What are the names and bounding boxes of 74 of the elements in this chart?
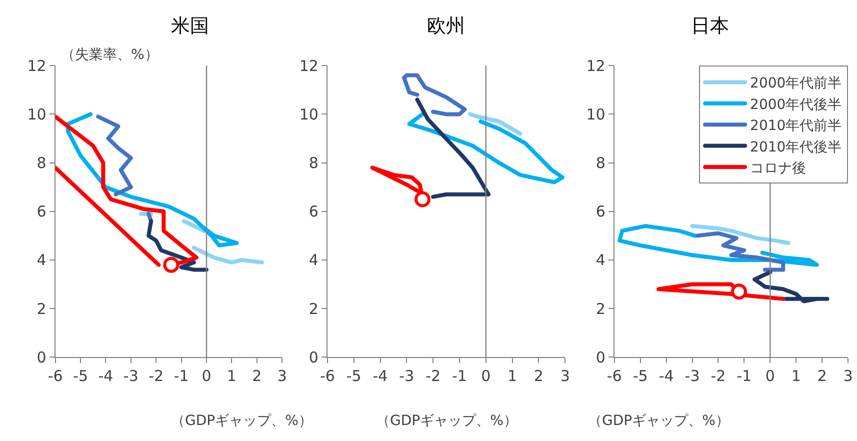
y-tick-label: 8: [596, 154, 606, 172]
x-tick-label: -5: [346, 367, 362, 386]
y-tick-label: 10: [299, 105, 318, 124]
x-tick-label: 2: [534, 367, 544, 386]
line-series: [146, 219, 209, 272]
x-tick-label: -2: [148, 367, 164, 386]
y-tick-label: 12: [586, 56, 606, 75]
x-tick-label: 0: [765, 367, 775, 386]
x-tick-label: -3: [399, 367, 414, 386]
x-tick-label: -5: [632, 367, 648, 386]
y-tick-label: 8: [36, 154, 46, 172]
x-tick-label: 1: [791, 367, 801, 386]
x-axis-title: （GDPギャップ、%）: [171, 413, 312, 429]
chart-title: 米国: [171, 15, 209, 37]
x-tick-label: -4: [658, 367, 674, 386]
y-tick-label: 4: [596, 251, 606, 270]
y-tick-label: 8: [308, 154, 318, 172]
x-tick-label: -2: [710, 367, 726, 386]
y-tick-label: 10: [27, 105, 46, 124]
line-series: [66, 112, 239, 248]
legend-label: 2000年代前半: [750, 76, 842, 92]
y-tick-label: 4: [36, 251, 46, 270]
y-tick-label: 2: [596, 300, 606, 318]
chart-title: 欧州: [427, 15, 465, 37]
x-tick-label: -1: [736, 367, 752, 386]
x-tick-label: 3: [560, 367, 570, 386]
x-tick-label: 3: [843, 367, 853, 386]
y-tick-label: 2: [36, 300, 46, 318]
y-tick-label: 0: [36, 348, 46, 366]
x-tick-label: 0: [202, 367, 212, 386]
y-tick-label: 0: [596, 348, 606, 366]
x-tick-label: -1: [452, 367, 467, 386]
y-tick-label: 2: [308, 300, 318, 318]
x-tick-label: 1: [226, 367, 236, 386]
x-tick-label: -2: [426, 367, 441, 386]
legend-label: 2010年代前半: [750, 118, 842, 134]
x-axis-title: （GDPギャップ、%）: [588, 413, 730, 429]
y-tick-label: 6: [308, 202, 318, 221]
y-tick-label: 12: [299, 56, 318, 75]
x-axis-title: （GDPギャップ、%）: [376, 413, 518, 429]
x-tick-label: 3: [277, 367, 287, 386]
line-series: [618, 224, 819, 267]
x-tick-label: 2: [252, 367, 262, 386]
x-tick-label: 0: [481, 367, 491, 386]
chart-title: 日本: [691, 15, 729, 37]
y-tick-label: 0: [308, 348, 318, 366]
line-series: [656, 282, 786, 301]
x-tick-label: -3: [684, 367, 700, 386]
line-series: [695, 231, 786, 272]
line-series: [415, 98, 491, 199]
line-series: [752, 270, 830, 304]
y-tick-label: 10: [586, 105, 606, 124]
line-series: [690, 224, 790, 245]
x-tick-label: -6: [320, 367, 335, 386]
y-tick-label: 4: [308, 251, 318, 270]
line-series: [407, 112, 564, 184]
x-tick-label: -6: [606, 367, 622, 386]
y-axis-title: （失業率、%）: [61, 47, 158, 63]
x-tick-label: -4: [372, 367, 388, 386]
y-tick-label: 6: [36, 202, 46, 221]
x-tick-label: -1: [174, 367, 189, 386]
x-tick-label: -4: [98, 367, 114, 386]
legend-label: コロナ後: [750, 160, 806, 176]
line-series: [402, 73, 467, 116]
y-tick-label: 6: [596, 202, 606, 221]
x-tick-label: 1: [507, 367, 518, 386]
line-series: [468, 112, 522, 136]
legend-label: 2000年代後半: [750, 96, 842, 113]
legend-label: 2010年代後半: [750, 139, 842, 156]
x-tick-label: 2: [817, 367, 827, 386]
x-tick-label: -5: [73, 367, 88, 386]
x-tick-label: -3: [123, 367, 138, 386]
y-tick-label: 12: [27, 56, 46, 75]
x-tick-label: -6: [48, 367, 63, 386]
